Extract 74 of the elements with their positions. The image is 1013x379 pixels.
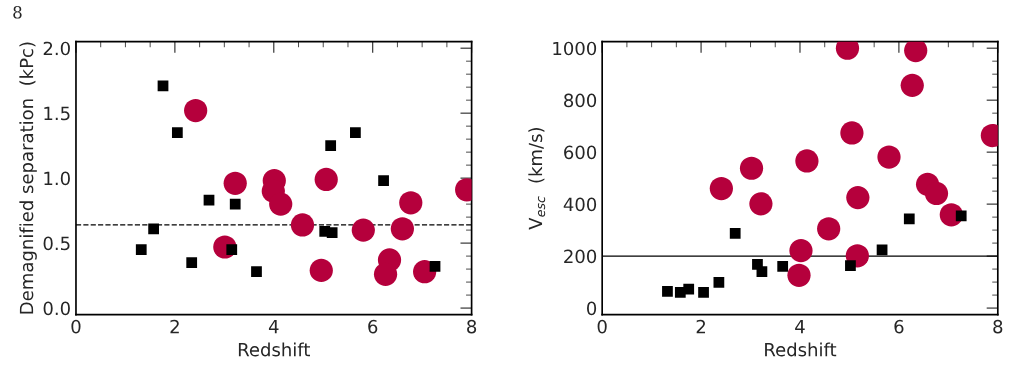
x-tick-label: 0 [71, 319, 81, 334]
point [251, 266, 262, 278]
point [135, 244, 147, 255]
point [326, 227, 338, 239]
y-tick-label: 0.5 [43, 236, 70, 251]
point [955, 210, 967, 222]
point [777, 261, 789, 272]
y-tick-label: 0 [587, 301, 597, 316]
point [904, 41, 928, 63]
point [756, 266, 768, 278]
point [840, 121, 864, 145]
text: 8 [13, 5, 22, 19]
point [309, 258, 333, 283]
y-tick-label: 1.0 [44, 171, 70, 186]
point [683, 283, 695, 295]
point [399, 191, 423, 215]
point [390, 217, 414, 241]
x-tick-label: 6 [368, 319, 378, 334]
point [378, 175, 389, 187]
y-tick-label: 1000 [553, 41, 597, 56]
point [229, 198, 241, 210]
point [739, 156, 764, 180]
point [729, 228, 741, 239]
point [184, 98, 208, 123]
point [877, 145, 901, 169]
point [186, 257, 198, 268]
point [795, 149, 819, 173]
point [845, 260, 856, 272]
point [749, 192, 773, 216]
point [713, 276, 725, 288]
point [789, 239, 813, 263]
point [314, 167, 338, 192]
point [429, 261, 441, 272]
point [269, 192, 293, 216]
x-axis-title: Redshift [238, 342, 310, 357]
point [226, 244, 238, 255]
point [787, 263, 811, 287]
point [351, 218, 375, 242]
x-tick-label: 6 [894, 319, 904, 334]
point [662, 286, 673, 297]
point [203, 194, 215, 206]
x-tick-label: 0 [597, 319, 607, 334]
point [698, 287, 709, 298]
point [223, 171, 247, 195]
point [900, 73, 924, 97]
x-tick-label: 8 [467, 319, 477, 334]
point [148, 223, 159, 235]
x-tick-label: 4 [268, 319, 279, 334]
point [924, 181, 949, 206]
x-tick-label: 8 [993, 319, 1003, 334]
point [846, 186, 870, 210]
point [350, 127, 361, 139]
x-tick-label: 2 [696, 319, 706, 334]
point [876, 244, 888, 256]
point [817, 217, 841, 241]
point [290, 213, 315, 237]
y-axis-title: Demagnified separation (kPc) [19, 42, 37, 314]
point [709, 176, 733, 201]
y-tick-label: 600 [564, 145, 597, 160]
y-tick-label: 800 [564, 93, 597, 108]
point [325, 140, 337, 152]
y-axis-title: V$_{esc}$ (km/s) [528, 127, 546, 230]
y-tick-label: 200 [564, 249, 597, 264]
x-axis-title: Redshift [765, 342, 837, 357]
x-tick-label: 2 [170, 319, 179, 334]
y-tick-label: 400 [563, 197, 597, 212]
point [157, 80, 169, 92]
y-tick-label: 2.0 [43, 41, 70, 56]
point [171, 127, 183, 139]
x-tick-label: 4 [795, 319, 805, 334]
point [903, 213, 915, 225]
point [373, 262, 398, 286]
y-tick-label: 0.0 [43, 301, 70, 316]
y-tick-label: 1.5 [44, 106, 70, 121]
